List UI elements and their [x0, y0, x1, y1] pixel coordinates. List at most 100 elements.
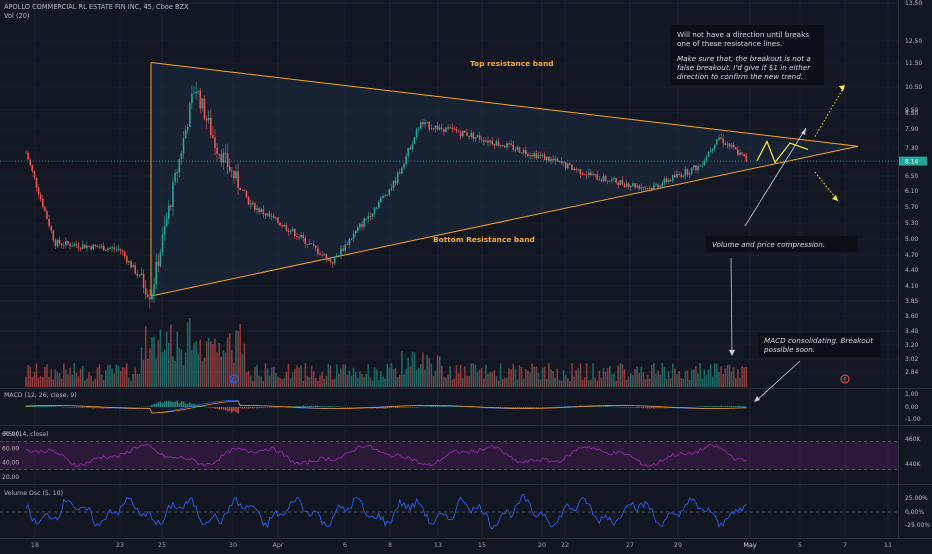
- macd-bar: [206, 407, 208, 408]
- volume-bar: [722, 374, 724, 387]
- macd-bar: [407, 407, 409, 408]
- macd-bar: [69, 407, 71, 408]
- volume-bar: [216, 352, 218, 387]
- macd-bar: [137, 407, 139, 408]
- macd-bar: [168, 401, 170, 407]
- candle-body: [32, 165, 34, 171]
- volume-bar: [506, 377, 508, 387]
- candle-body: [359, 224, 361, 227]
- candle-body: [515, 150, 517, 151]
- volume-bar: [160, 329, 162, 387]
- volume-bar: [134, 368, 136, 387]
- candle-body: [473, 133, 475, 139]
- candle-body: [160, 252, 162, 266]
- volume-bar: [699, 363, 701, 387]
- candle-body: [300, 235, 302, 237]
- volume-bar: [189, 318, 191, 387]
- volume-bar: [292, 372, 294, 387]
- macd-bar: [712, 406, 714, 407]
- volume-bar: [462, 378, 464, 387]
- volume-bar: [678, 371, 680, 387]
- volume-bar: [336, 364, 338, 387]
- macd-bar: [519, 407, 521, 408]
- candle-body: [317, 248, 319, 253]
- candle-body: [498, 141, 500, 145]
- price-tick-label: 12.50: [905, 38, 922, 45]
- volume-bar: [63, 364, 65, 387]
- candle-body: [504, 146, 506, 147]
- macd-bar: [699, 406, 701, 407]
- volume-bar: [168, 343, 170, 387]
- volume-bar: [531, 364, 533, 387]
- candle-body: [636, 186, 638, 188]
- candle-body: [510, 144, 512, 145]
- candle-body: [288, 231, 290, 232]
- volume-bar: [731, 371, 733, 387]
- compression-note: Volume and price compression.: [706, 236, 858, 252]
- volume-bar: [544, 367, 546, 387]
- candle-body: [216, 148, 218, 154]
- candle-body: [44, 207, 46, 211]
- macd-bar: [437, 406, 439, 407]
- candle-body: [391, 188, 393, 189]
- macd-bar: [433, 406, 435, 407]
- volume-bar: [571, 363, 573, 387]
- volume-bar: [174, 361, 176, 387]
- candle-body: [527, 154, 529, 156]
- candle-body: [588, 173, 590, 176]
- macd-bar: [153, 404, 155, 407]
- candle-body: [666, 179, 668, 183]
- candle-body: [712, 148, 714, 150]
- volume-bar: [695, 366, 697, 387]
- volume-bar: [578, 368, 580, 387]
- candle-body: [197, 91, 199, 92]
- volume-bar: [599, 371, 601, 387]
- candle-body: [227, 153, 229, 167]
- volume-bar: [416, 370, 418, 387]
- volume-bar: [645, 379, 647, 387]
- volume-bar: [500, 363, 502, 387]
- macd-bar: [84, 407, 86, 408]
- macd-bar: [344, 407, 346, 408]
- candle-body: [544, 155, 546, 160]
- candle-body: [235, 171, 237, 178]
- volume-bar: [84, 381, 86, 387]
- volume-bar: [197, 354, 199, 387]
- candle-body: [725, 143, 727, 145]
- candle-body: [279, 223, 281, 225]
- candle-body: [368, 216, 370, 219]
- volume-bar: [204, 358, 206, 387]
- candle-body: [649, 188, 651, 189]
- volume-bar: [82, 366, 84, 387]
- candle-body: [277, 217, 279, 223]
- macd-bar: [244, 407, 246, 408]
- volume-bar: [258, 376, 260, 387]
- volume-bar: [347, 375, 349, 387]
- volume-bar: [521, 367, 523, 387]
- volume-bar: [368, 364, 370, 387]
- macd-bar: [397, 407, 399, 408]
- price-tick-label: 4.10: [905, 283, 919, 290]
- candle-body: [607, 181, 609, 182]
- macd-bar: [622, 407, 624, 408]
- volume-bar: [376, 370, 378, 387]
- candle-body: [481, 139, 483, 140]
- candle-body: [659, 186, 661, 187]
- macd-bar: [647, 407, 649, 408]
- volume-bar: [674, 368, 676, 387]
- dividend-marker-label: D: [232, 377, 236, 383]
- macd-bar: [645, 407, 647, 408]
- macd-bar: [174, 402, 176, 407]
- price-tick-label: 3.85: [905, 298, 919, 305]
- volume-bar: [582, 380, 584, 387]
- macd-bar: [638, 407, 640, 408]
- candle-body: [34, 171, 36, 177]
- time-tick-label: Apr: [272, 541, 283, 549]
- candle-body: [542, 155, 544, 156]
- volume-bar: [300, 365, 302, 387]
- volume-bar: [252, 381, 254, 387]
- candle-body: [386, 195, 388, 196]
- volume-bar: [122, 367, 124, 387]
- volume-bar: [533, 367, 535, 387]
